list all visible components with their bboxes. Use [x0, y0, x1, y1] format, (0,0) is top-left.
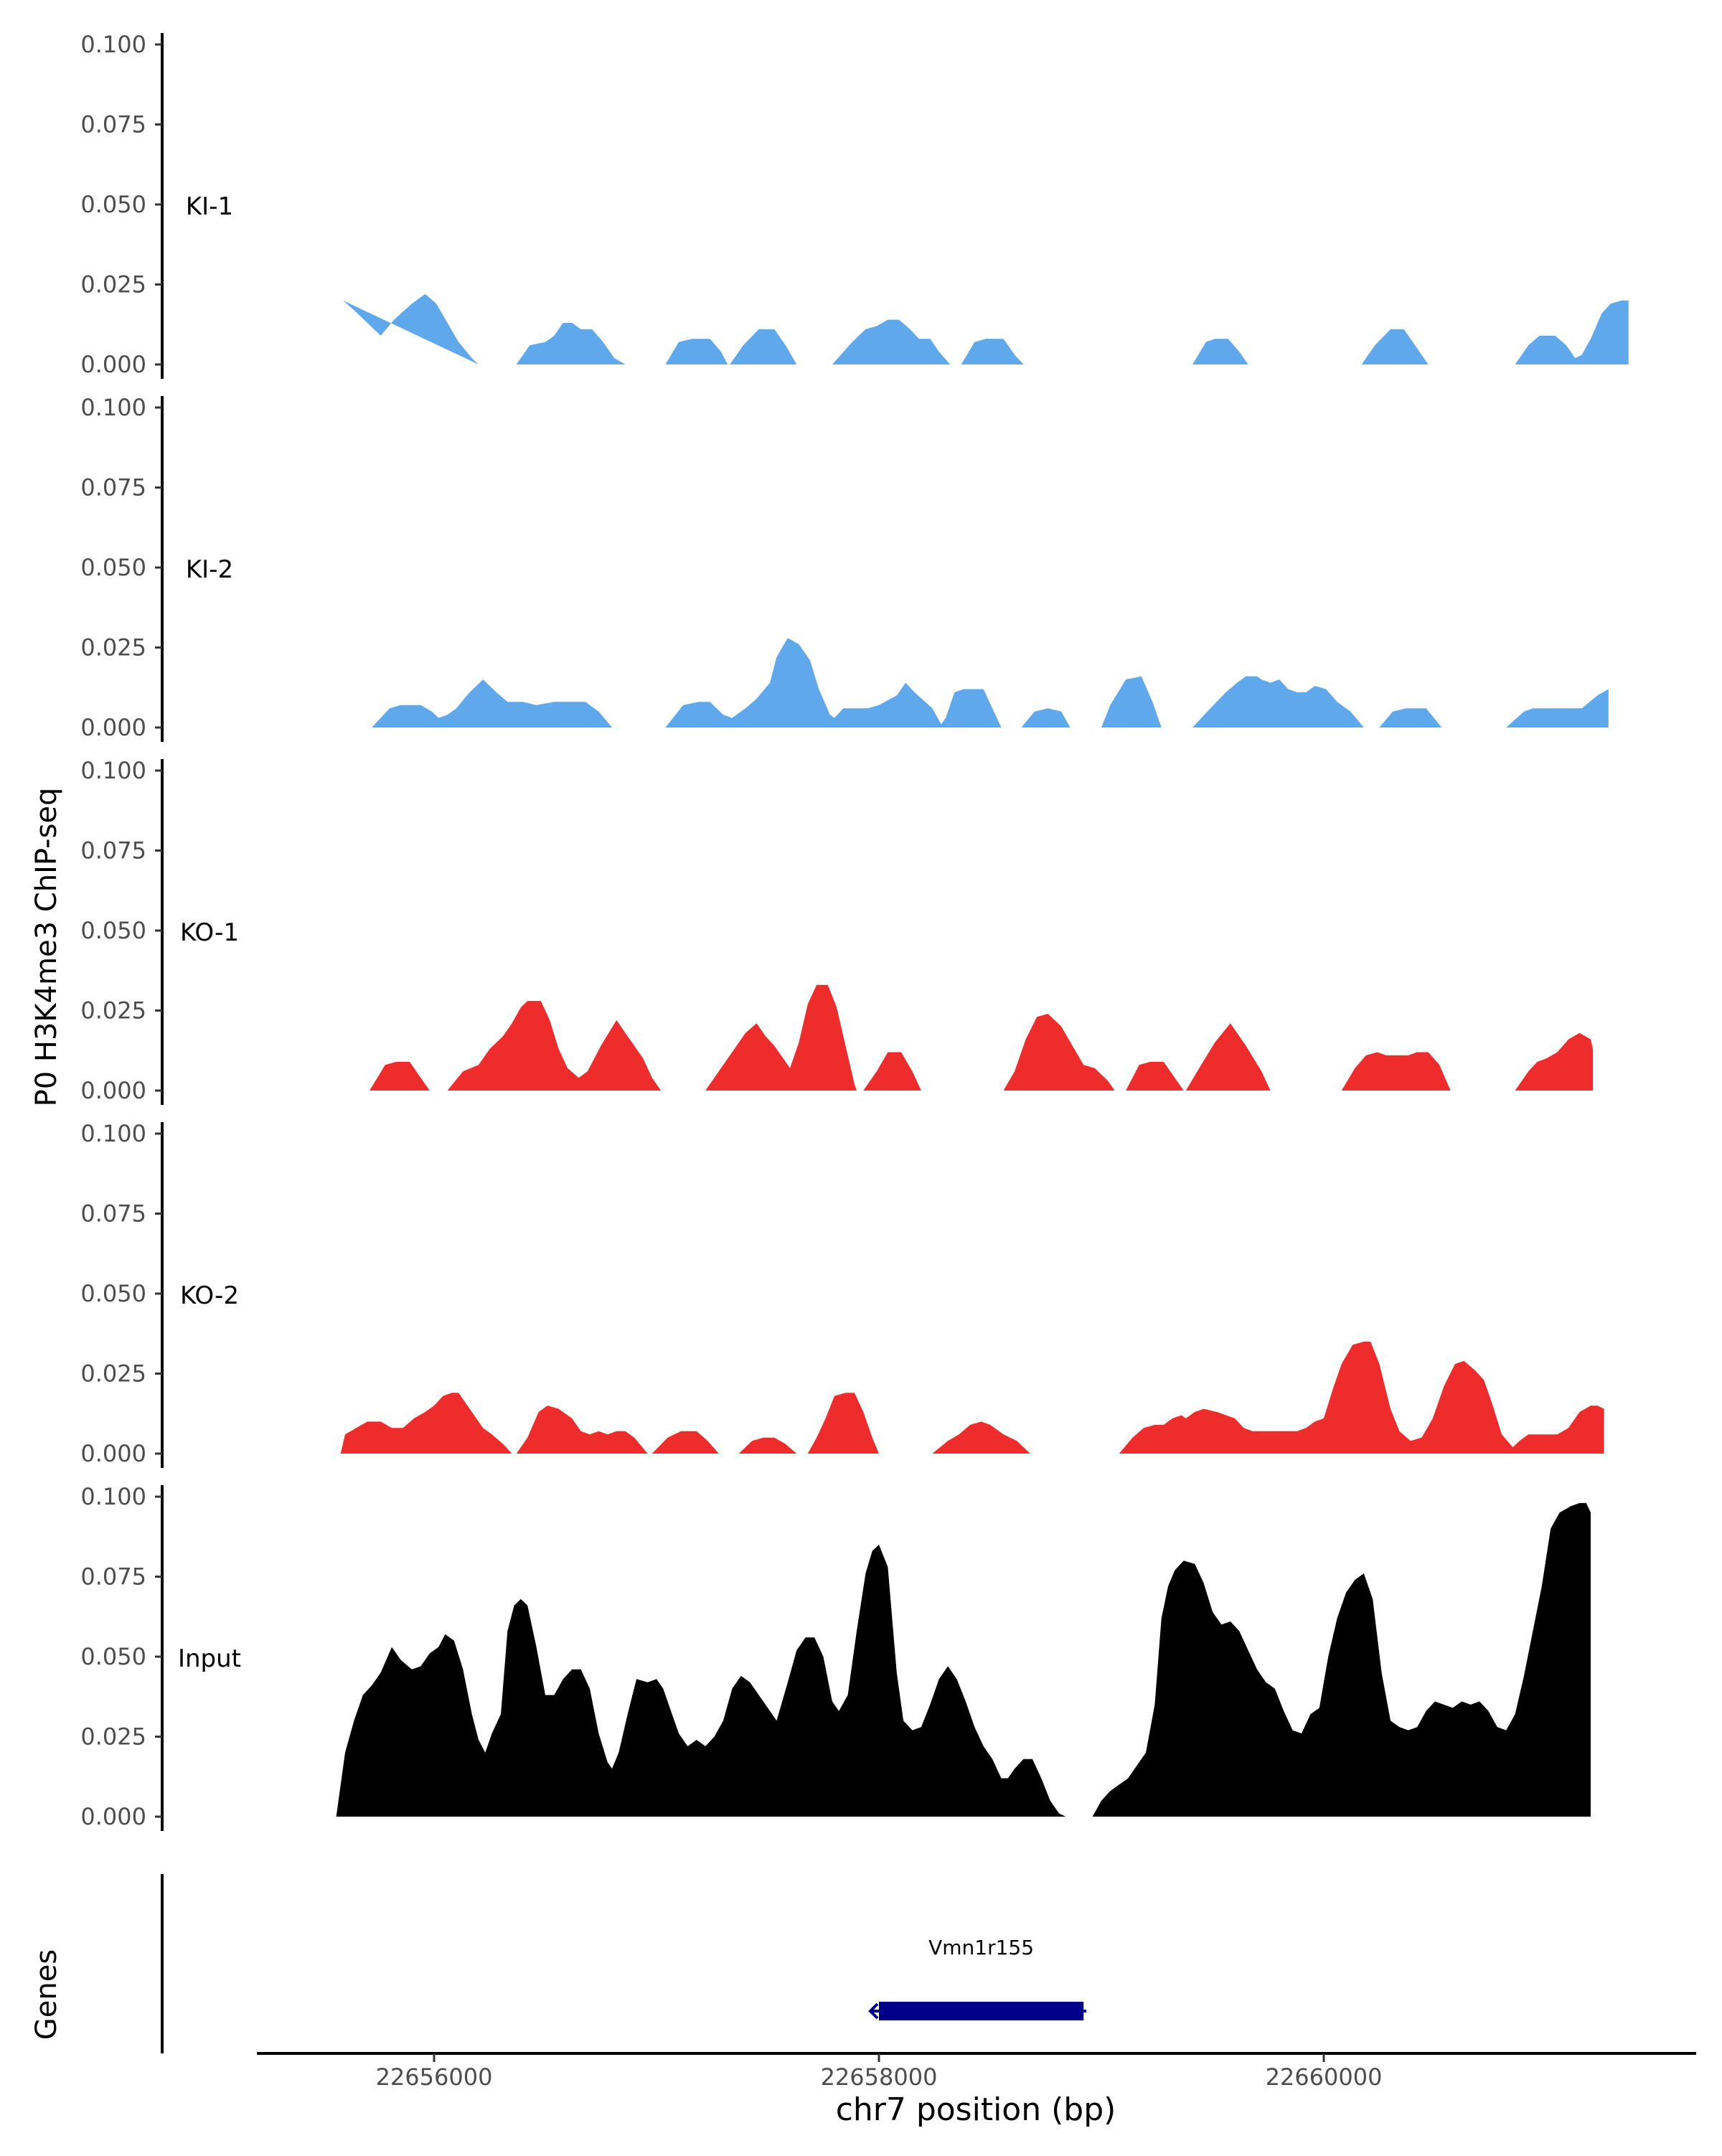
- y-tick-label: 0.075: [80, 474, 146, 502]
- x-axis-title: chr7 position (bp): [836, 2091, 1116, 2128]
- y-tick-label: 0.050: [80, 191, 146, 218]
- track-label: KI-1: [186, 192, 233, 221]
- y-tick-label: 0.025: [80, 634, 146, 662]
- y-tick-label: 0.050: [80, 1643, 146, 1670]
- signal-area: [961, 339, 1024, 364]
- gene-name-label: Vmn1r155: [928, 1936, 1034, 1959]
- signal-area: [651, 1431, 719, 1454]
- y-tick-label: 0.050: [80, 554, 146, 581]
- y-tick-label: 0.025: [80, 1360, 146, 1388]
- y-tick-label: 0.050: [80, 1280, 146, 1307]
- signal-area: [516, 323, 626, 364]
- y-axis-title: P0 H3K4me3 ChIP-seq: [30, 788, 63, 1107]
- y-tick-label: 0.000: [80, 1077, 146, 1104]
- signal-area: [665, 339, 728, 364]
- y-tick-label: 0.100: [80, 1483, 146, 1510]
- signal-area: [1515, 1032, 1594, 1091]
- signal-area: [370, 1061, 430, 1091]
- signal-area: [1092, 1502, 1591, 1817]
- y-tick-label: 0.100: [80, 1120, 146, 1147]
- genes-track-label: Genes: [30, 1949, 63, 2040]
- signal-area: [1119, 1341, 1604, 1454]
- signal-area: [1341, 1052, 1451, 1091]
- x-tick-label: 22658000: [821, 2063, 938, 2091]
- signal-area: [1192, 676, 1364, 728]
- y-tick-label: 0.000: [80, 1440, 146, 1467]
- track-label: KO-2: [180, 1281, 239, 1310]
- y-tick-label: 0.025: [80, 1723, 146, 1751]
- signal-area: [1101, 676, 1162, 728]
- signal-area: [738, 1437, 797, 1454]
- signal-area: [516, 1406, 648, 1454]
- signal-area: [336, 1544, 1066, 1817]
- signal-area: [1126, 1061, 1184, 1091]
- signal-area: [372, 679, 612, 728]
- x-axis: 22656000 22658000 22660000: [257, 2052, 1696, 2091]
- signal-area: [932, 1421, 1030, 1454]
- signal-area: [447, 1001, 662, 1091]
- track-input: 0.000 0.025 0.050 0.075 0.100 Input: [80, 1483, 1591, 1831]
- y-tick-label: 0.050: [80, 917, 146, 944]
- track-ki-2: 0.000 0.025 0.050 0.075 0.100 KI-2: [80, 394, 1609, 742]
- track-ko-2: 0.000 0.025 0.050 0.075 0.100 KO-2: [80, 1120, 1604, 1468]
- signal-area: [340, 1393, 512, 1454]
- y-tick-label: 0.000: [80, 351, 146, 378]
- y-tick-label: 0.025: [80, 997, 146, 1025]
- strand-arrow: [868, 2002, 879, 2020]
- signal-area: [863, 1052, 921, 1091]
- signal-area: [1003, 1014, 1115, 1091]
- track-label: Input: [178, 1644, 241, 1673]
- y-tick-label: 0.000: [80, 714, 146, 741]
- signal-area: [1515, 300, 1629, 364]
- signal-area: [665, 638, 1002, 728]
- track-ko-1: 0.000 0.025 0.050 0.075 0.100 KO-1: [80, 757, 1594, 1105]
- signal-area: [705, 984, 857, 1091]
- x-tick-label: 22660000: [1266, 2063, 1383, 2091]
- x-tick-label: 22656000: [376, 2063, 493, 2091]
- track-label: KO-1: [180, 918, 239, 947]
- signal-area: [342, 293, 479, 364]
- y-tick-label: 0.025: [80, 271, 146, 298]
- signal-area: [730, 329, 797, 364]
- y-tick-label: 0.075: [80, 1563, 146, 1591]
- signal-area: [1361, 329, 1429, 364]
- track-ki-1: 0.000 0.025 0.050 0.075 0.100 KI-1: [80, 31, 1629, 379]
- y-tick-label: 0.100: [80, 31, 146, 58]
- y-tick-label: 0.075: [80, 111, 146, 138]
- signal-area: [1192, 339, 1248, 364]
- signal-area: [1379, 708, 1442, 728]
- y-tick-label: 0.100: [80, 757, 146, 784]
- signal-area: [1021, 708, 1071, 728]
- y-tick-label: 0.100: [80, 394, 146, 421]
- track-label: KI-2: [186, 555, 233, 584]
- signal-area: [1185, 1023, 1271, 1091]
- signal-area: [1506, 689, 1609, 728]
- y-tick-label: 0.000: [80, 1803, 146, 1830]
- signal-tracks: 0.0000.0250.0500.0750.100KI-10.0000.0250…: [80, 31, 1629, 1831]
- y-tick-label: 0.075: [80, 1200, 146, 1228]
- y-tick-label: 0.075: [80, 837, 146, 865]
- signal-area: [832, 319, 951, 364]
- gene-track: Vmn1r155: [161, 1874, 1087, 2053]
- signal-area: [807, 1393, 879, 1454]
